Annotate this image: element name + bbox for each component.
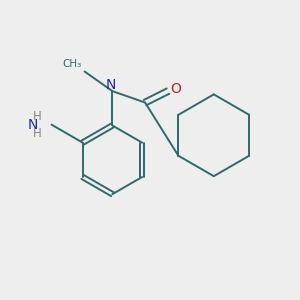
Text: N: N [28, 118, 38, 132]
Text: O: O [170, 82, 181, 97]
Text: H: H [32, 110, 41, 123]
Text: H: H [32, 127, 41, 140]
Text: CH₃: CH₃ [63, 59, 82, 69]
Text: N: N [106, 78, 116, 92]
